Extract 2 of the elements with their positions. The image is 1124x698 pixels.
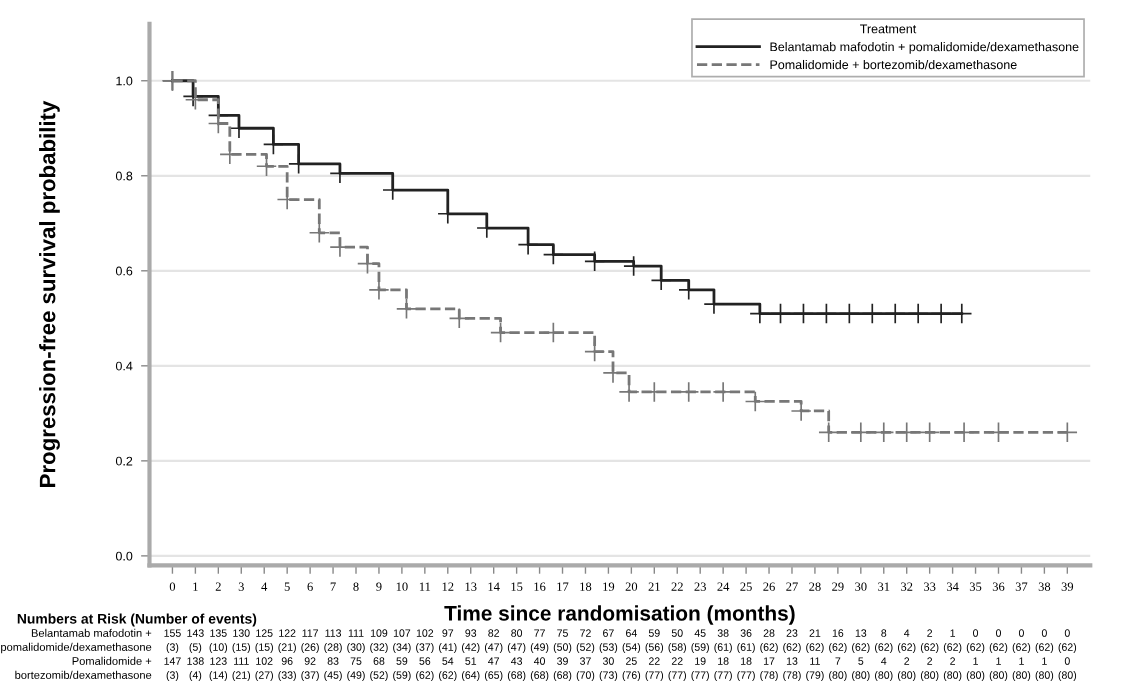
y-axis-title: Progression-free survival probability [39,100,60,487]
x-axis-title: Time since randomisation (months) [444,605,795,625]
